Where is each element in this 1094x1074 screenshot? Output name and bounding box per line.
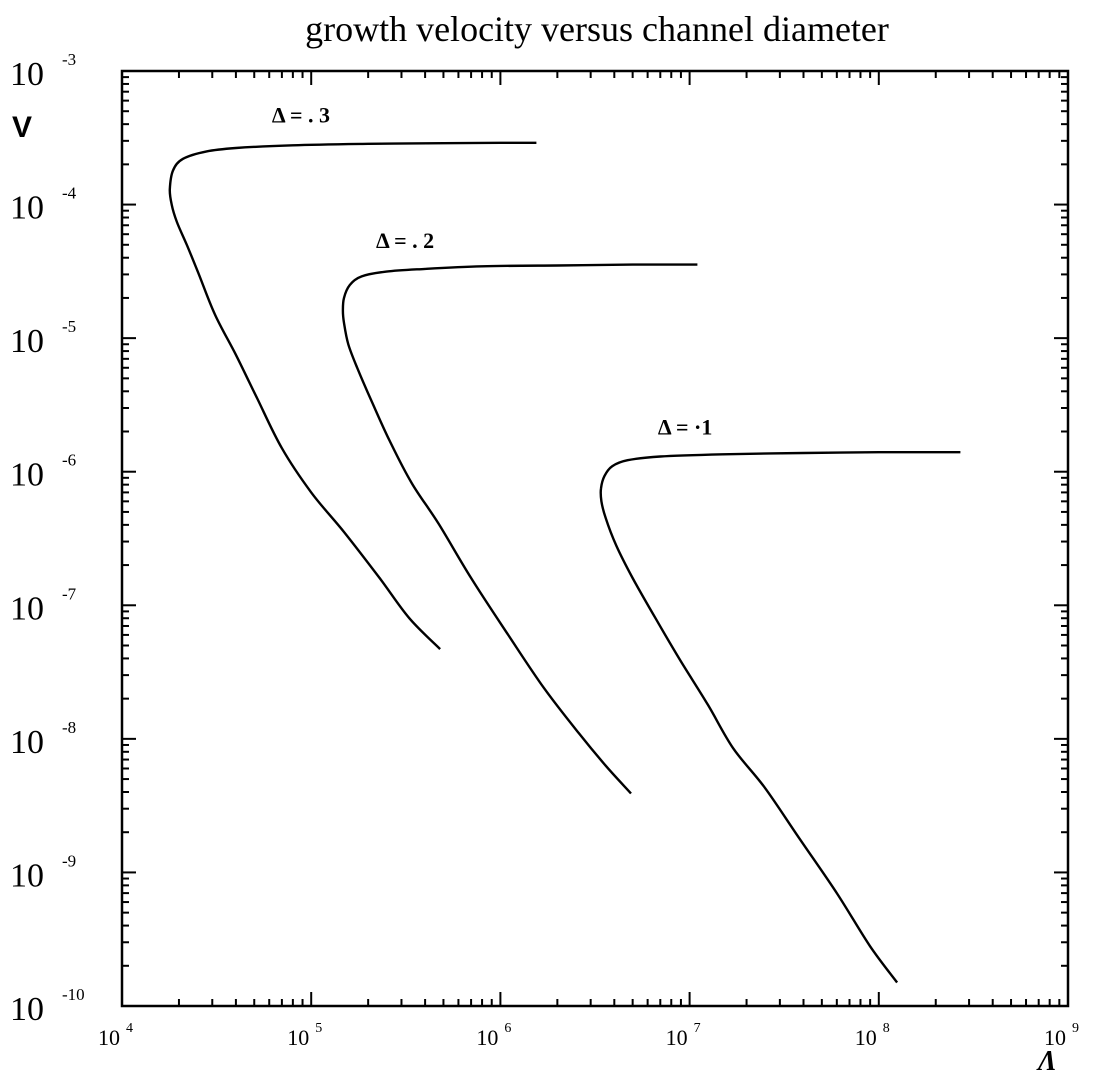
series-labels: Δ = . 3 Δ = . 2 Δ = ·1 <box>272 103 712 440</box>
y-tick-label: 10 -4 <box>10 184 77 227</box>
x-tick-label-exp: 4 <box>126 1021 133 1036</box>
y-tick-label-base: 10 <box>10 590 44 627</box>
y-tick-label: 10 -6 <box>10 451 76 494</box>
y-tick-label-exp: -7 <box>62 584 77 603</box>
y-tick-label-exp: -4 <box>62 184 77 203</box>
x-tick-label: 10 6 <box>476 1021 511 1050</box>
y-tick-label: 10 -3 <box>10 50 76 93</box>
y-axis-label: V <box>12 111 32 144</box>
y-tick-label-exp: -9 <box>62 851 76 870</box>
y-tick-label-base: 10 <box>10 457 44 494</box>
x-tick-label-base: 10 <box>1044 1025 1066 1050</box>
y-tick-label: 10 -10 <box>10 985 85 1028</box>
x-tick-label-base: 10 <box>287 1025 309 1050</box>
plot-frame <box>120 69 1070 1008</box>
tick-labels: 10 4 10 5 10 6 10 7 10 8 10 910 -310 -410 -510 -610 -710… <box>10 50 1079 1050</box>
y-tick-label: 10 -7 <box>10 584 77 627</box>
y-tick-label-base: 10 <box>10 857 44 894</box>
y-tick-label-exp: -6 <box>62 451 76 470</box>
x-tick-label-exp: 5 <box>315 1021 322 1036</box>
y-tick-label-base: 10 <box>10 56 44 93</box>
series-curves <box>168 141 961 984</box>
x-tick-label: 10 9 <box>1044 1021 1079 1050</box>
x-tick-label-exp: 9 <box>1072 1021 1079 1036</box>
x-axis-label: Λ <box>1036 1046 1057 1074</box>
y-tick-label-base: 10 <box>10 323 44 360</box>
x-tick-label-base: 10 <box>476 1025 498 1050</box>
y-tick-label-exp: -10 <box>62 985 85 1004</box>
x-tick-label: 10 7 <box>666 1021 701 1050</box>
x-tick-label: 10 4 <box>98 1021 133 1050</box>
y-tick-label: 10 -9 <box>10 851 76 894</box>
x-tick-label-exp: 7 <box>694 1021 701 1036</box>
series-label: Δ = ·1 <box>658 414 712 439</box>
axis-ticks <box>121 71 1068 1007</box>
y-tick-label-exp: -5 <box>62 317 76 336</box>
y-tick-label: 10 -8 <box>10 718 76 761</box>
x-tick-label: 10 5 <box>287 1021 322 1050</box>
x-tick-label-exp: 8 <box>883 1021 890 1036</box>
y-tick-label: 10 -5 <box>10 317 76 360</box>
x-tick-label: 10 8 <box>855 1021 890 1050</box>
series-curve <box>599 450 961 984</box>
series-label: Δ = . 2 <box>376 228 434 253</box>
y-tick-label-base: 10 <box>10 724 44 761</box>
series-curve <box>341 263 698 795</box>
x-tick-label-base: 10 <box>855 1025 877 1050</box>
x-tick-label-exp: 6 <box>504 1021 511 1036</box>
y-tick-label-exp: -8 <box>62 718 76 737</box>
y-tick-label-base: 10 <box>10 190 44 227</box>
chart-title: growth velocity versus channel diameter <box>305 9 889 49</box>
series-label: Δ = . 3 <box>272 103 330 128</box>
y-tick-label-base: 10 <box>10 991 44 1028</box>
x-tick-label-base: 10 <box>666 1025 688 1050</box>
series-curve <box>168 141 537 650</box>
x-tick-label-base: 10 <box>98 1025 120 1050</box>
y-tick-label-exp: -3 <box>62 50 76 69</box>
